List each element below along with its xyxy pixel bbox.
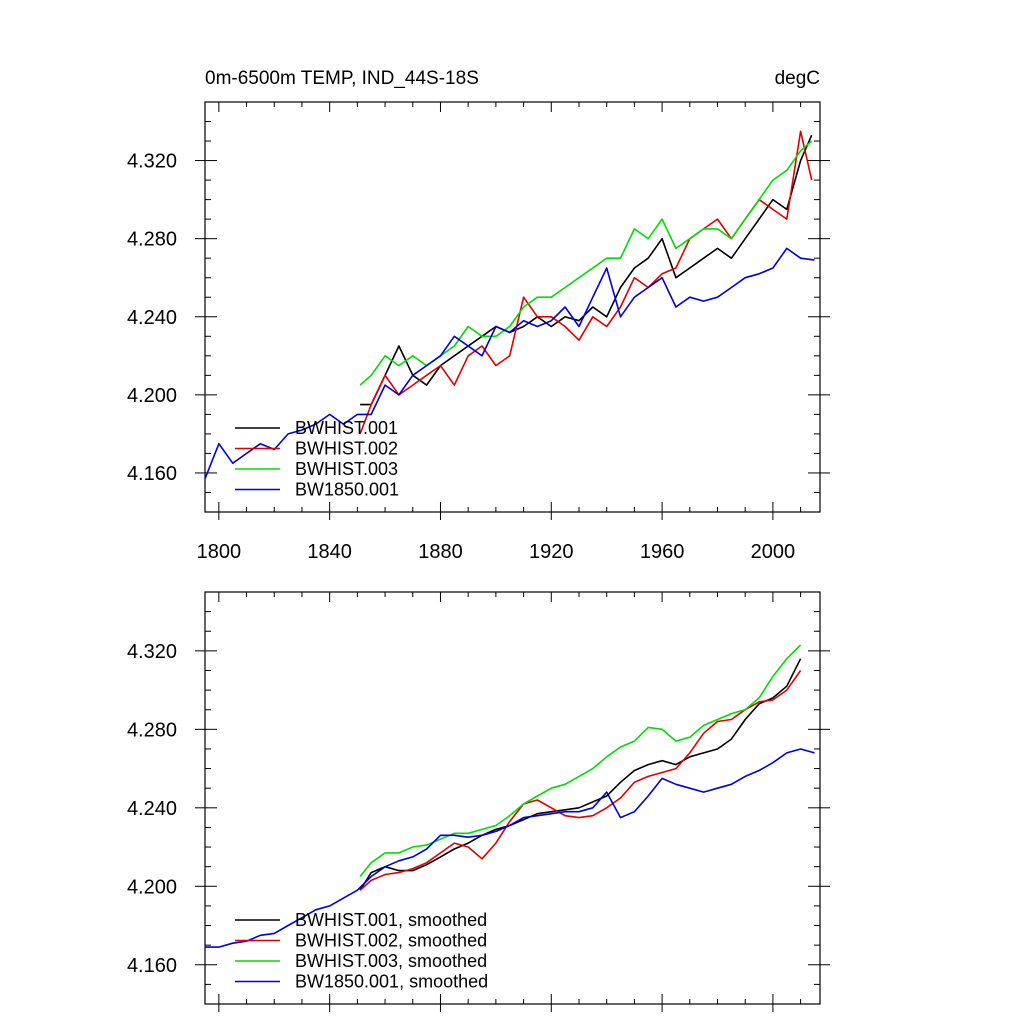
legend-label: BWHIST.001 — [295, 418, 398, 438]
series-line-1 — [359, 670, 802, 891]
y-tick-label: 4.280 — [127, 229, 177, 251]
x-tick-label: 1920 — [529, 541, 574, 563]
y-tick-label: 4.280 — [127, 719, 177, 741]
top-panel: 1800 1840 1880 1920 1960 2000 4.160 4.200 4.240 4… — [127, 68, 830, 563]
x-tick-label: 1880 — [418, 541, 463, 563]
plot-frame — [204, 101, 821, 513]
y-tick-label: 4.200 — [127, 385, 177, 407]
series-line-3 — [204, 247, 815, 480]
x-tick-label: 1960 — [640, 541, 685, 563]
y-tick-label: 4.160 — [127, 463, 177, 485]
y-tick-label: 4.240 — [127, 307, 177, 329]
bottom-panel: 4.160 4.200 4.240 4.280 4.320 BWHIST.001, smo… — [127, 591, 830, 1012]
series-line-2 — [359, 140, 813, 386]
y-tick-label: 4.160 — [127, 955, 177, 977]
y-tick-label: 4.240 — [127, 798, 177, 820]
plot-frame — [204, 591, 821, 1005]
legend-label: BW1850.001, smoothed — [295, 972, 488, 992]
chart-title: 0m-6500m TEMP, IND_44S-18S — [205, 68, 479, 89]
y-tick-label: 4.320 — [127, 151, 177, 173]
x-tick-label: 2000 — [751, 541, 796, 563]
legend-label: BW1850.001 — [295, 480, 399, 500]
series-line-1 — [359, 130, 813, 435]
legend-label: BWHIST.002 — [295, 439, 398, 459]
y-tick-label: 4.200 — [127, 876, 177, 898]
series-line-0 — [359, 658, 802, 891]
y-tick-label: 4.320 — [127, 641, 177, 663]
units-label: degC — [775, 68, 820, 89]
legend-label: BWHIST.003, smoothed — [295, 951, 487, 971]
series-line-2 — [359, 644, 802, 878]
x-tick-label: 1840 — [307, 541, 352, 563]
legend-label: BWHIST.003 — [295, 459, 398, 479]
x-tick-label: 1800 — [197, 541, 242, 563]
legend-label: BWHIST.002, smoothed — [295, 931, 487, 951]
legend-label: BWHIST.001, smoothed — [295, 910, 487, 930]
series-line-0 — [360, 134, 813, 406]
series-line-3 — [205, 748, 815, 948]
